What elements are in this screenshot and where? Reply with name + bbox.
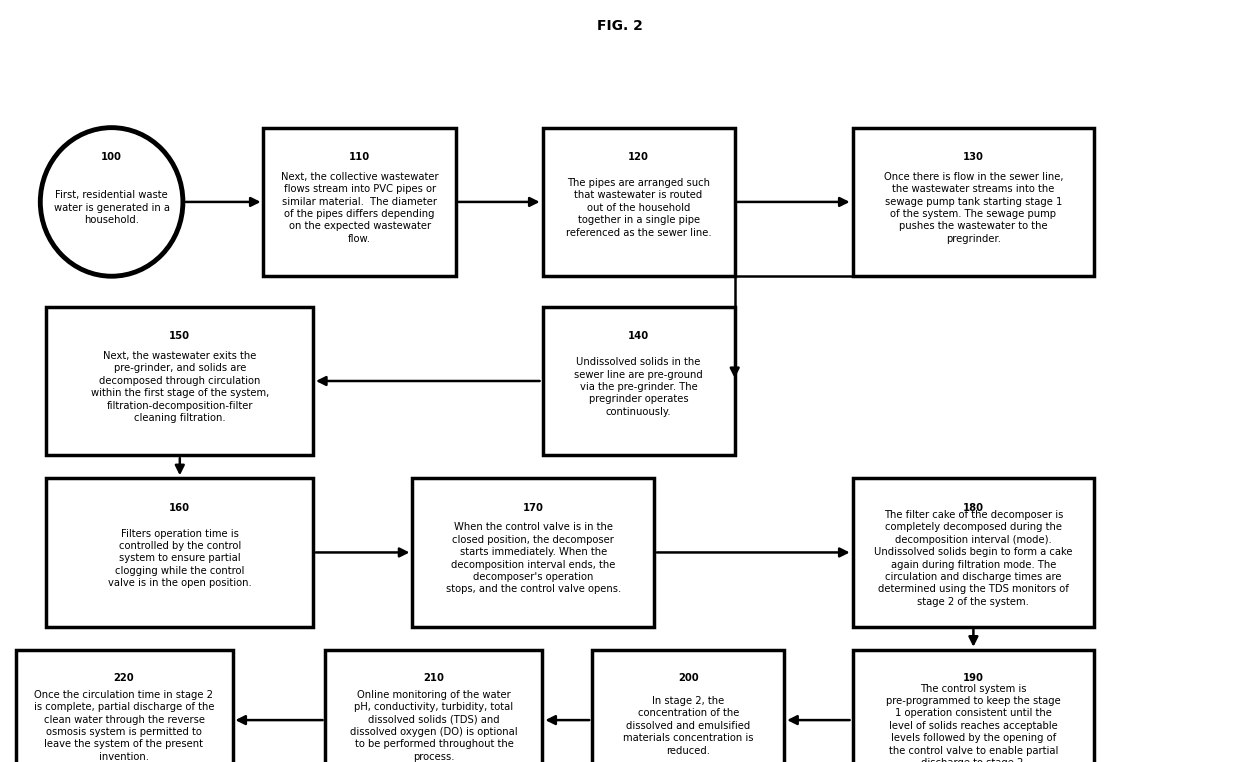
Text: Next, the wastewater exits the
pre-grinder, and solids are
decomposed through ci: Next, the wastewater exits the pre-grind…	[91, 351, 269, 423]
Text: 220: 220	[114, 673, 134, 683]
FancyBboxPatch shape	[16, 649, 233, 762]
FancyBboxPatch shape	[325, 649, 542, 762]
FancyBboxPatch shape	[593, 649, 785, 762]
Text: Online monitoring of the water
pH, conductivity, turbidity, total
dissolved soli: Online monitoring of the water pH, condu…	[350, 690, 518, 762]
Text: When the control valve is in the
closed position, the decomposer
starts immediat: When the control valve is in the closed …	[445, 523, 621, 594]
Text: Next, the collective wastewater
flows stream into PVC pipes or
similar material.: Next, the collective wastewater flows st…	[280, 172, 439, 244]
FancyBboxPatch shape	[853, 649, 1095, 762]
Text: 150: 150	[170, 331, 190, 341]
FancyBboxPatch shape	[543, 307, 734, 456]
Text: 160: 160	[170, 503, 190, 513]
Text: Undissolved solids in the
sewer line are pre-ground
via the pre-grinder. The
pre: Undissolved solids in the sewer line are…	[574, 357, 703, 417]
Text: 180: 180	[963, 503, 983, 513]
Text: The control system is
pre-programmed to keep the stage
1 operation consistent un: The control system is pre-programmed to …	[887, 684, 1060, 762]
Text: 210: 210	[424, 673, 444, 683]
FancyBboxPatch shape	[412, 479, 655, 626]
Text: In stage 2, the
concentration of the
dissolved and emulsified
materials concentr: In stage 2, the concentration of the dis…	[622, 696, 754, 756]
Text: FIG. 2: FIG. 2	[598, 19, 642, 33]
Text: 120: 120	[629, 152, 649, 162]
FancyBboxPatch shape	[853, 127, 1095, 277]
Text: 140: 140	[627, 331, 650, 341]
Text: First, residential waste
water is generated in a
household.: First, residential waste water is genera…	[53, 190, 170, 226]
FancyBboxPatch shape	[46, 307, 312, 456]
Text: 130: 130	[963, 152, 983, 162]
Ellipse shape	[40, 128, 184, 277]
FancyBboxPatch shape	[853, 479, 1095, 626]
Text: Once the circulation time in stage 2
is complete, partial discharge of the
clean: Once the circulation time in stage 2 is …	[33, 690, 215, 762]
FancyBboxPatch shape	[263, 127, 455, 277]
Text: 170: 170	[523, 503, 543, 513]
Text: Filters operation time is
controlled by the control
system to ensure partial
clo: Filters operation time is controlled by …	[108, 529, 252, 588]
FancyBboxPatch shape	[46, 479, 312, 626]
Text: Once there is flow in the sewer line,
the wastewater streams into the
sewage pum: Once there is flow in the sewer line, th…	[884, 172, 1063, 244]
Text: 190: 190	[963, 673, 983, 683]
Text: The filter cake of the decomposer is
completely decomposed during the
decomposit: The filter cake of the decomposer is com…	[874, 510, 1073, 607]
Text: 100: 100	[102, 152, 122, 162]
FancyBboxPatch shape	[543, 127, 734, 277]
Text: The pipes are arranged such
that wastewater is routed
out of the household
toget: The pipes are arranged such that wastewa…	[565, 178, 712, 238]
Text: 200: 200	[678, 673, 698, 683]
Text: 110: 110	[348, 152, 371, 162]
